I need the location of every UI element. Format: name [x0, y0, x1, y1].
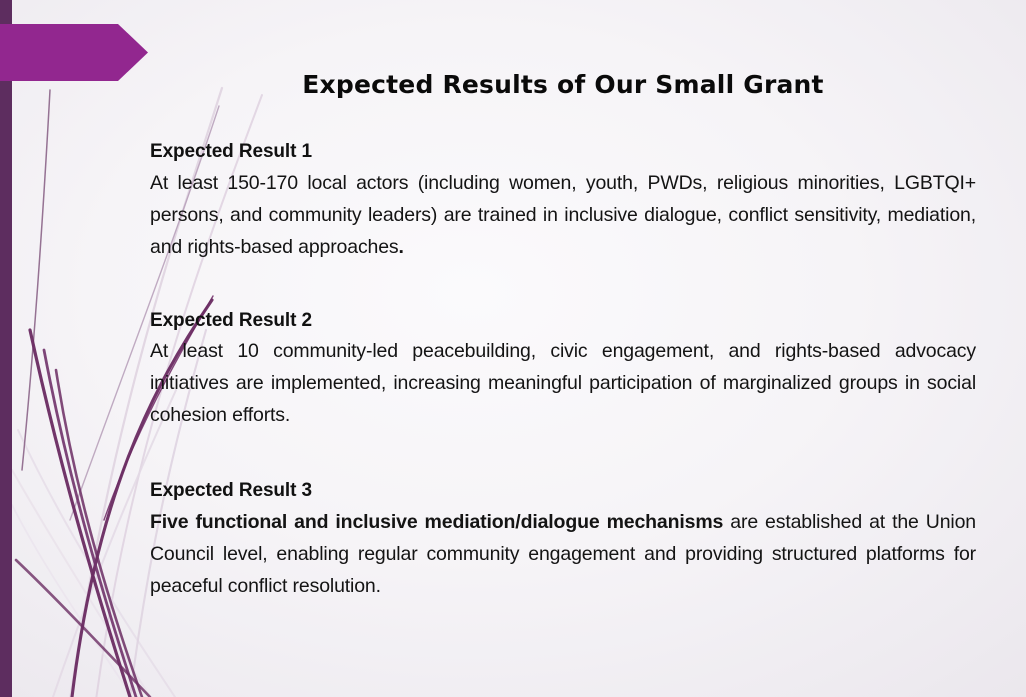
- left-purple-band: [0, 0, 12, 697]
- result-body-1: At least 150-170 local actors (including…: [150, 171, 976, 258]
- decorative-curve-bold-4: [54, 368, 144, 697]
- result-heading-2: Expected Result 2: [150, 309, 312, 331]
- decorative-curve-bold-5: [14, 558, 152, 697]
- result-body-3: Five functional and inclusive mediation/…: [150, 511, 976, 598]
- decorative-curve-thin-1: [21, 89, 51, 471]
- result-body-2: At least 10 community-led peacebuilding,…: [150, 340, 976, 427]
- result-heading-3: Expected Result 3: [150, 480, 312, 502]
- decorative-curve-light-6: [11, 504, 133, 697]
- page-title: Expected Results of Our Small Grant: [302, 70, 824, 99]
- decorative-curve-bold-3: [42, 348, 138, 697]
- purple-arrow-banner: [0, 24, 148, 81]
- result-block-2: Expected Result 2 At least 10 community-…: [150, 306, 976, 433]
- result-block-1: Expected Result 1 At least 150-170 local…: [150, 137, 976, 264]
- decorative-curve-light-5: [11, 469, 151, 697]
- result-block-3: Expected Result 3 Five functional and in…: [150, 476, 976, 603]
- results-list: Expected Result 1 At least 150-170 local…: [150, 137, 976, 603]
- result-heading-1: Expected Result 1: [150, 141, 312, 162]
- decorative-curve-bold-2: [28, 328, 132, 697]
